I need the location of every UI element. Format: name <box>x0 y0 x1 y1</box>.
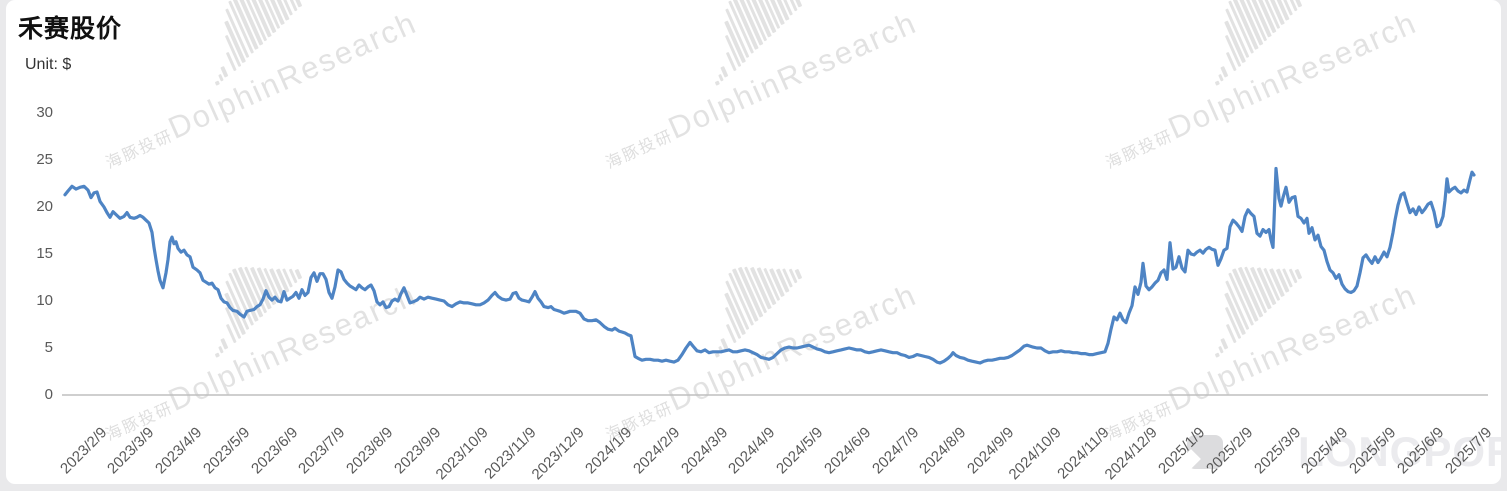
chart-card: 禾赛股价 Unit: $ 海豚投研DolphinResearch 海豚投研Dolp… <box>6 0 1501 484</box>
y-axis-tick-label: 0 <box>44 386 53 403</box>
longport-logo-icon <box>1187 435 1223 469</box>
y-axis-tick-label: 5 <box>44 339 53 356</box>
page-title: 禾赛股价 <box>18 15 123 43</box>
stock-price-line <box>63 166 1476 365</box>
y-axis-tick-label: 25 <box>36 151 53 168</box>
y-axis-tick-label: 20 <box>36 198 53 215</box>
longport-watermark: LONGPORT <box>1298 428 1501 475</box>
stock-price-chart <box>62 166 1488 396</box>
unit-label: Unit: $ <box>25 56 72 73</box>
y-axis-tick-label: 15 <box>36 245 53 262</box>
y-axis-tick-label: 10 <box>36 292 53 309</box>
y-axis-tick-label: 30 <box>36 104 53 121</box>
